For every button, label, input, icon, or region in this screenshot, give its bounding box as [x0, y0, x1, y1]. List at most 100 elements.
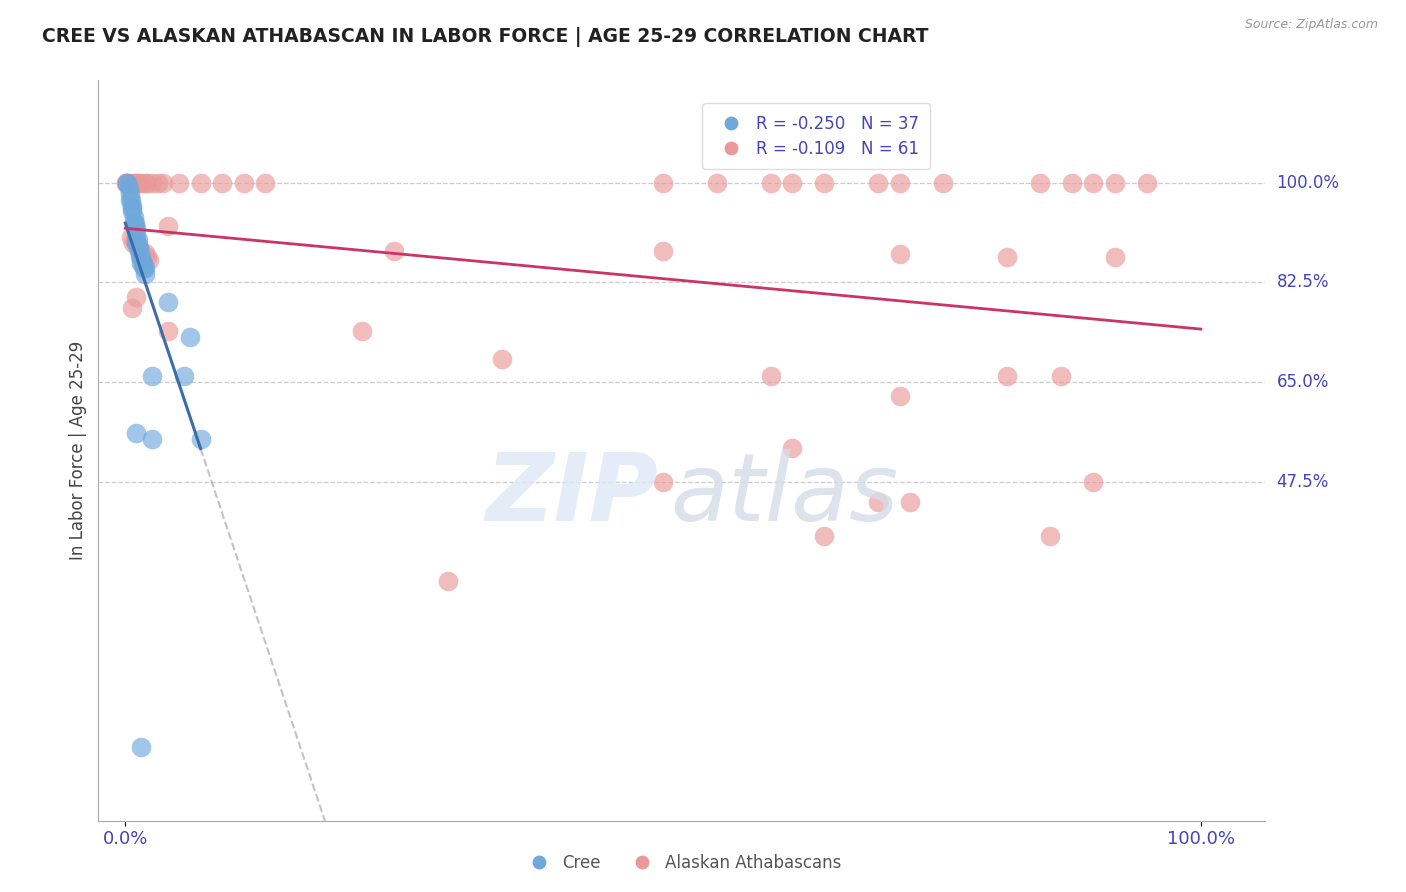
Point: [122, 176, 145, 190]
Point: [127, 238, 149, 252]
Point: [1060, 176, 1083, 190]
Point: [868, 494, 890, 508]
Text: 65.0%: 65.0%: [1277, 373, 1329, 391]
Point: [115, 176, 138, 190]
Point: [1039, 529, 1062, 543]
Point: [1104, 250, 1126, 264]
Point: [211, 176, 233, 190]
Text: 47.5%: 47.5%: [1277, 473, 1329, 491]
Point: [117, 181, 139, 195]
Point: [131, 739, 153, 754]
Point: [122, 216, 145, 230]
Point: [889, 247, 911, 261]
Text: CREE VS ALASKAN ATHABASCAN IN LABOR FORCE | AGE 25-29 CORRELATION CHART: CREE VS ALASKAN ATHABASCAN IN LABOR FORC…: [42, 27, 929, 46]
Point: [889, 176, 911, 190]
Point: [128, 241, 150, 255]
Y-axis label: In Labor Force | Age 25-29: In Labor Force | Age 25-29: [69, 341, 87, 560]
Point: [127, 241, 149, 255]
Point: [121, 204, 143, 219]
Point: [652, 176, 675, 190]
Point: [1104, 176, 1126, 190]
Point: [1050, 369, 1073, 384]
Text: atlas: atlas: [671, 450, 898, 541]
Point: [125, 290, 148, 304]
Point: [780, 176, 803, 190]
Point: [125, 227, 148, 241]
Point: [995, 250, 1018, 264]
Point: [232, 176, 254, 190]
Point: [706, 176, 728, 190]
Point: [134, 176, 156, 190]
Point: [132, 261, 155, 276]
Point: [254, 176, 277, 190]
Point: [120, 193, 142, 207]
Point: [125, 235, 148, 250]
Point: [157, 324, 180, 338]
Point: [134, 246, 156, 260]
Point: [131, 255, 153, 269]
Point: [125, 176, 148, 190]
Point: [121, 235, 143, 250]
Point: [118, 193, 141, 207]
Point: [121, 301, 143, 315]
Point: [135, 250, 157, 264]
Point: [780, 441, 803, 455]
Point: [1083, 475, 1105, 489]
Legend: Cree, Alaskan Athabascans: Cree, Alaskan Athabascans: [516, 847, 848, 879]
Point: [382, 244, 405, 259]
Point: [134, 267, 156, 281]
Point: [995, 369, 1018, 384]
Point: [122, 210, 145, 224]
Point: [131, 250, 153, 264]
Point: [134, 261, 156, 276]
Point: [125, 235, 148, 250]
Point: [173, 369, 195, 384]
Point: [932, 176, 955, 190]
Point: [131, 258, 153, 272]
Point: [127, 176, 149, 190]
Point: [118, 187, 141, 202]
Point: [652, 244, 675, 259]
Point: [759, 369, 782, 384]
Point: [157, 219, 180, 233]
Point: [190, 432, 212, 446]
Text: ZIP: ZIP: [485, 449, 658, 541]
Point: [491, 352, 513, 367]
Point: [813, 529, 835, 543]
Point: [120, 230, 142, 244]
Point: [117, 176, 139, 190]
Text: 100.0%: 100.0%: [1277, 174, 1340, 192]
Point: [813, 176, 835, 190]
Point: [120, 176, 142, 190]
Point: [124, 221, 146, 235]
Point: [152, 176, 174, 190]
Point: [1136, 176, 1159, 190]
Text: 82.5%: 82.5%: [1277, 274, 1329, 292]
Point: [135, 176, 157, 190]
Point: [889, 389, 911, 403]
Point: [141, 432, 163, 446]
Point: [121, 202, 143, 216]
Point: [437, 574, 460, 589]
Point: [190, 176, 212, 190]
Point: [138, 252, 160, 267]
Point: [157, 295, 180, 310]
Point: [141, 369, 163, 384]
Point: [868, 176, 890, 190]
Point: [125, 426, 148, 441]
Point: [124, 216, 146, 230]
Point: [131, 176, 153, 190]
Point: [125, 233, 148, 247]
Point: [167, 176, 190, 190]
Point: [128, 244, 150, 259]
Point: [146, 176, 169, 190]
Point: [125, 221, 148, 235]
Point: [1083, 176, 1105, 190]
Point: [131, 244, 153, 259]
Point: [1028, 176, 1050, 190]
Point: [759, 176, 782, 190]
Point: [129, 250, 152, 264]
Point: [652, 475, 675, 489]
Text: Source: ZipAtlas.com: Source: ZipAtlas.com: [1244, 18, 1378, 31]
Point: [115, 176, 138, 190]
